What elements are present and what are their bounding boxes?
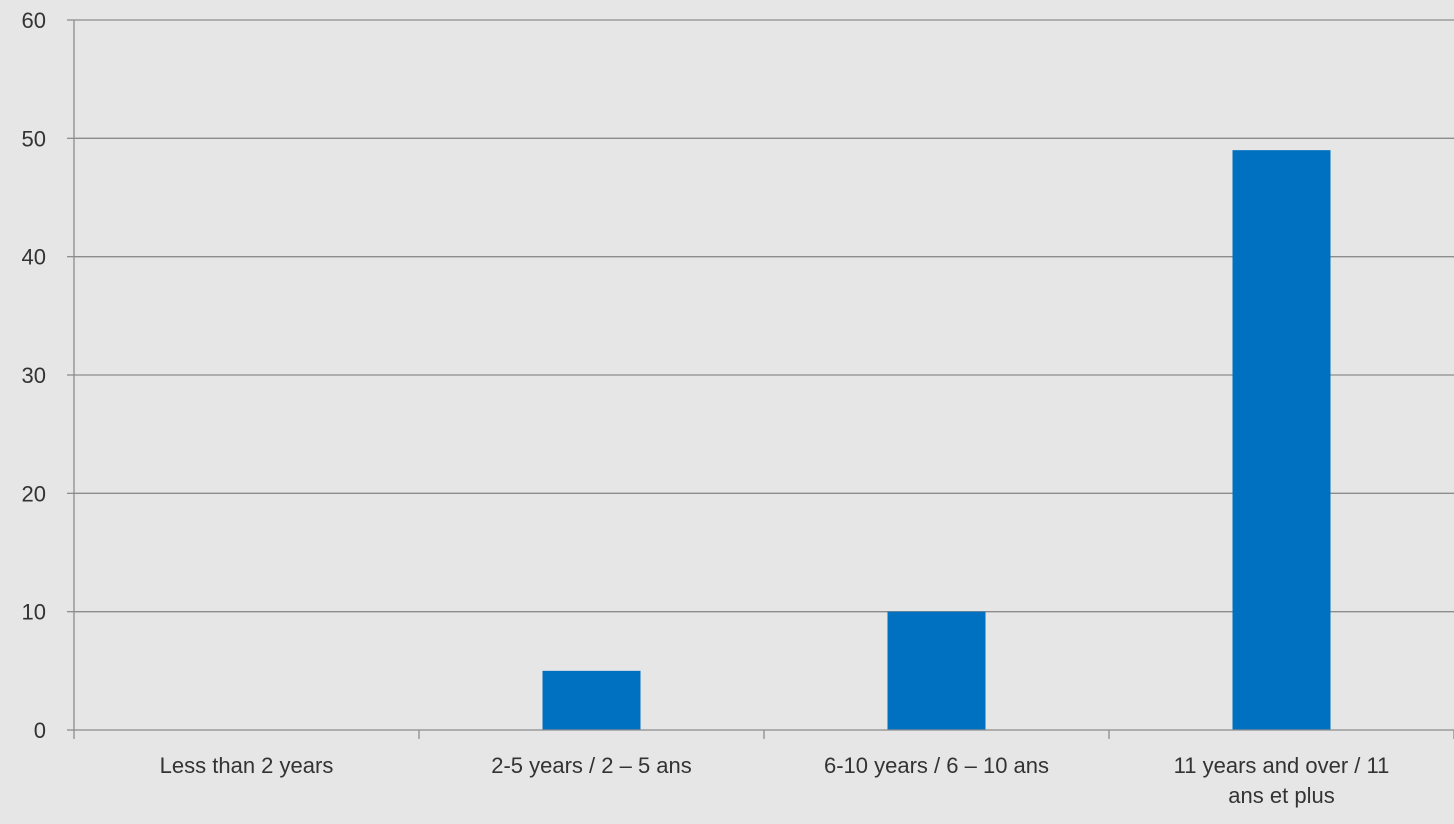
- x-tick-label: Less than 2 years: [160, 753, 334, 778]
- y-tick-label: 60: [22, 8, 46, 33]
- y-tick-label: 10: [22, 600, 46, 625]
- bar: [542, 670, 641, 730]
- bars: [542, 150, 1331, 730]
- gridlines: [74, 19, 1454, 613]
- x-tick-label-line: 11 years and over / 11: [1174, 753, 1390, 778]
- y-tick-label: 30: [22, 363, 46, 388]
- y-tick-labels: 0 10 20 30 40 50 60: [22, 8, 46, 743]
- x-tick-labels: Less than 2 years 2-5 years / 2 – 5 ans 6-…: [160, 753, 1390, 808]
- y-tick-label: 0: [34, 718, 46, 743]
- x-tick-label-line: 6-10 years / 6 – 10 ans: [824, 753, 1049, 778]
- bar: [1232, 150, 1331, 730]
- bar: [887, 611, 986, 730]
- axes: [67, 19, 1454, 739]
- y-tick-label: 40: [22, 245, 46, 270]
- y-tick-label: 20: [22, 481, 46, 506]
- x-tick-label: 11 years and over / 11 ans et plus: [1174, 753, 1390, 808]
- x-tick-label-line: ans et plus: [1228, 783, 1334, 808]
- x-tick-label: 2-5 years / 2 – 5 ans: [491, 753, 692, 778]
- x-tick-label-line: 2-5 years / 2 – 5 ans: [491, 753, 692, 778]
- x-tick-label-line: Less than 2 years: [160, 753, 334, 778]
- y-tick-label: 50: [22, 126, 46, 151]
- x-tick-label: 6-10 years / 6 – 10 ans: [824, 753, 1049, 778]
